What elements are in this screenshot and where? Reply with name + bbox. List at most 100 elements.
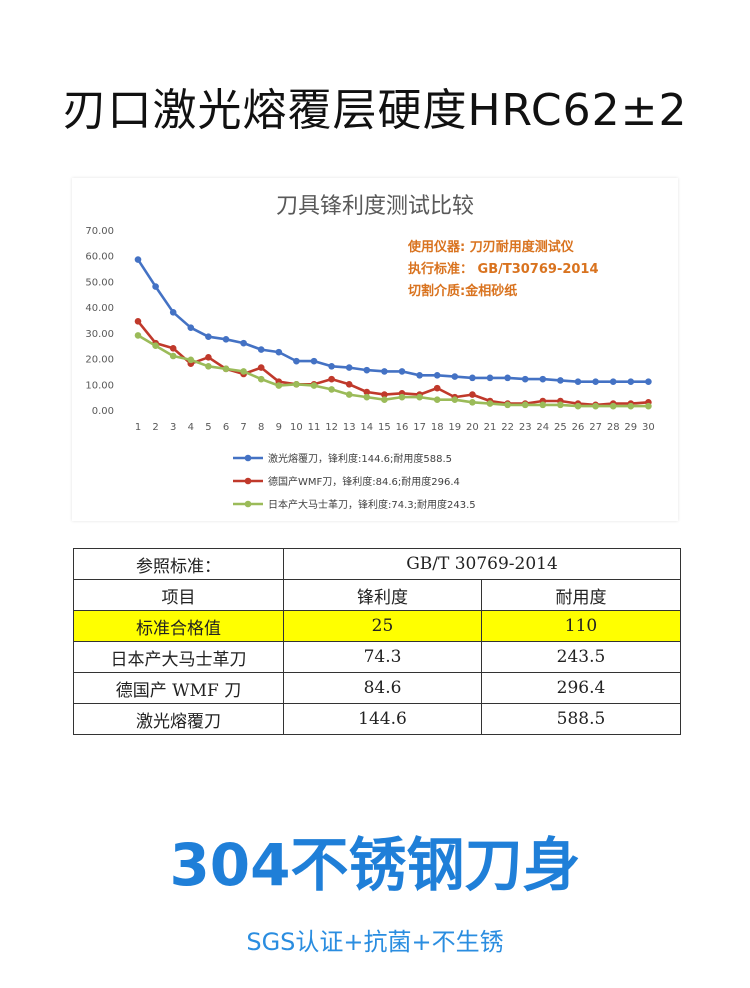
data-point — [486, 374, 494, 382]
data-point — [275, 382, 283, 389]
x-tick-label: 17 — [413, 422, 426, 433]
x-tick-label: 6 — [223, 422, 229, 433]
x-tick-label: 23 — [519, 422, 532, 433]
series-line — [136, 320, 649, 407]
data-point — [363, 366, 371, 374]
data-point — [451, 396, 459, 404]
data-point — [574, 378, 582, 386]
x-tick-label: 7 — [240, 422, 246, 433]
data-point — [627, 378, 635, 386]
data-point — [345, 391, 353, 398]
x-tick-label: 21 — [484, 422, 497, 433]
legend-marker — [244, 454, 252, 462]
data-point — [557, 401, 564, 409]
data-point — [275, 348, 283, 356]
headline: 刃口激光熔覆层硬度HRC62±2 — [62, 85, 688, 136]
data-point — [609, 378, 617, 386]
data-point — [381, 391, 388, 398]
table-row-laser: 激光熔覆刀 144.6 588.5 — [73, 703, 682, 735]
chart-panel: 刀具锋利度测试比较 0.00 10.00 20.00 30.00 40.00 50.00 60… — [72, 178, 678, 521]
data-point — [222, 365, 230, 373]
data-point — [539, 401, 547, 409]
x-tick-label: 26 — [572, 422, 585, 433]
data-point — [398, 368, 406, 375]
data-point — [645, 402, 652, 410]
x-tick-label: 3 — [170, 422, 176, 433]
row-durability-cell: 110 — [480, 610, 682, 642]
row-durability-cell: 296.4 — [480, 672, 682, 704]
x-tick-label: 27 — [589, 422, 602, 433]
table-row-japan: 日本产大马士革刀 74.3 243.5 — [73, 641, 682, 673]
x-tick-label: 22 — [501, 422, 514, 433]
data-point — [169, 308, 177, 316]
data-point — [293, 380, 300, 388]
x-tick-label: 13 — [343, 422, 356, 433]
data-point — [310, 382, 318, 389]
row-name-cell: 德国产 WMF 刀 — [73, 672, 284, 704]
data-point — [469, 398, 476, 406]
data-point — [152, 283, 159, 290]
legend-marker — [244, 477, 252, 485]
header-cell-durability: 耐用度 — [480, 579, 682, 611]
row-name-cell: 标准合格值 — [73, 610, 284, 642]
x-tick-label: 1 — [135, 422, 141, 433]
data-point — [433, 384, 441, 392]
legend-label: 德国产WMF刀，锋利度:84.6;耐用度296.4 — [268, 475, 460, 488]
data-point — [363, 388, 371, 396]
data-point — [609, 402, 617, 410]
x-tick-label: 12 — [325, 422, 338, 433]
row-name-cell: 激光熔覆刀 — [73, 703, 284, 735]
series-line — [136, 258, 649, 383]
row-name-cell: 日本产大马士革刀 — [73, 641, 284, 673]
data-point — [257, 364, 265, 371]
data-point — [627, 402, 635, 410]
steel-title: 304不锈钢刀身 — [169, 831, 581, 899]
x-tick-label: 10 — [290, 422, 303, 433]
row-sharpness-cell: 144.6 — [283, 703, 482, 735]
data-point — [433, 371, 441, 379]
table-ref-row: 参照标准： GB/T 30769-2014 — [73, 548, 682, 580]
data-point — [381, 368, 388, 375]
data-point — [521, 375, 529, 383]
y-tick-label: 10.00 — [85, 380, 114, 391]
header-cell-item: 项目 — [73, 579, 284, 611]
data-point — [205, 353, 212, 361]
row-sharpness-cell: 25 — [283, 610, 482, 642]
x-tick-label: 28 — [607, 422, 620, 433]
data-point — [486, 400, 494, 407]
data-point — [451, 373, 459, 380]
data-point — [134, 332, 142, 339]
x-tick-label: 5 — [205, 422, 211, 433]
legend-label: 激光熔覆刀，锋利度:144.6;耐用度588.5 — [268, 452, 452, 465]
data-point — [557, 377, 564, 384]
row-durability-cell: 588.5 — [480, 703, 682, 735]
x-tick-label: 15 — [378, 422, 391, 433]
data-point — [293, 357, 300, 365]
x-tick-label: 11 — [308, 422, 321, 433]
x-tick-label: 2 — [152, 422, 158, 433]
x-tick-label: 4 — [188, 422, 194, 433]
data-point — [381, 396, 388, 404]
data-point — [328, 386, 335, 393]
data-point — [240, 339, 247, 347]
data-point — [257, 375, 265, 383]
y-tick-label: 40.00 — [85, 303, 114, 314]
data-point — [363, 393, 371, 401]
row-sharpness-cell: 84.6 — [283, 672, 482, 704]
ref-value-cell: GB/T 30769-2014 — [282, 548, 682, 580]
table-row-germany: 德国产 WMF 刀 84.6 296.4 — [73, 672, 682, 704]
spec-table: 参照标准： GB/T 30769-2014 项目 锋利度 耐用度 标准合格值 2… — [73, 548, 682, 735]
data-point — [328, 375, 335, 383]
chart-title: 刀具锋利度测试比较 — [276, 194, 474, 219]
row-sharpness-cell: 74.3 — [283, 641, 482, 673]
data-point — [310, 357, 318, 365]
data-point — [416, 371, 423, 379]
y-tick-label: 0.00 — [92, 406, 114, 417]
x-tick-label: 24 — [536, 422, 549, 433]
data-point — [187, 356, 195, 364]
data-point — [469, 374, 476, 382]
x-tick-label: 29 — [624, 422, 637, 433]
legend-label: 日本产大马士革刀，锋利度:74.3;耐用度243.5 — [268, 498, 476, 511]
legend-marker — [244, 500, 252, 508]
x-tick-label: 25 — [554, 422, 567, 433]
